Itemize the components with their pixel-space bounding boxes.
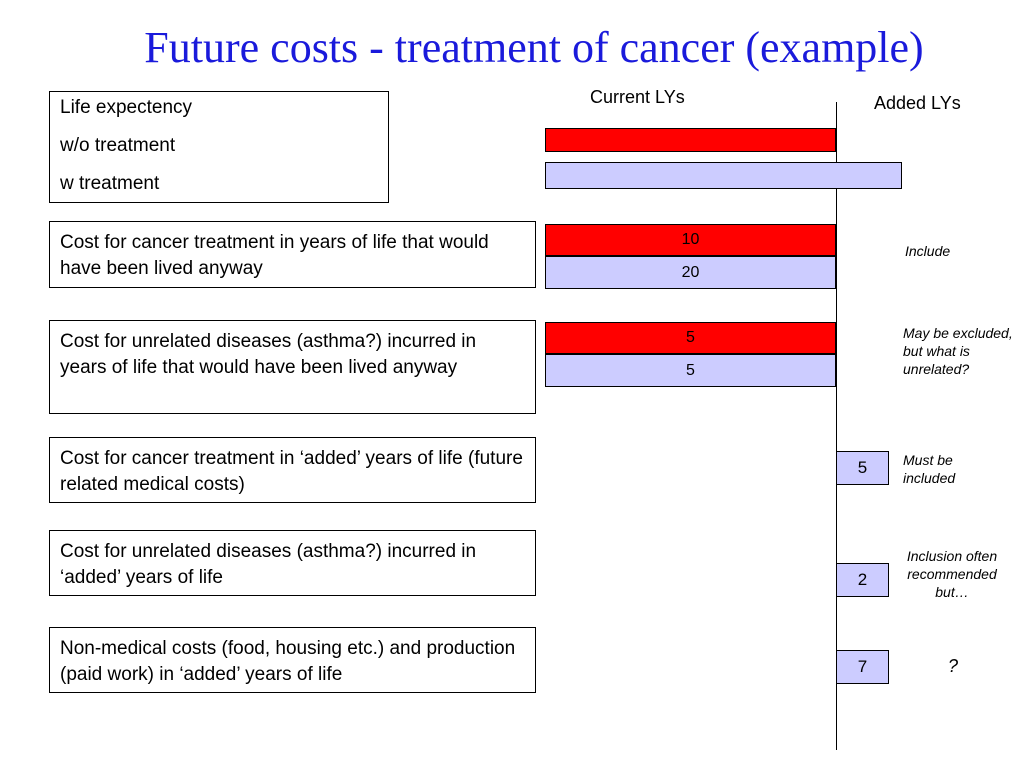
life-expectancy-box: Life expectency w/o treatment w treatmen… [49, 91, 389, 203]
life-expectancy-label: Life expectency [60, 97, 193, 118]
row-label: Cost for unrelated diseases (asthma?) in… [60, 541, 477, 588]
row-box-cancer-treatment-anyway: Cost for cancer treatment in years of li… [49, 221, 536, 288]
with-treatment-label: w treatment [60, 173, 160, 194]
row-note: Include [905, 243, 951, 259]
row-box-non-medical-added: Non-medical costs (food, housing etc.) a… [49, 627, 536, 693]
added-bar: 2 [836, 563, 889, 597]
row-box-cancer-treatment-added: Cost for cancer treatment in ‘added’ yea… [49, 437, 536, 503]
current-red-bar: 5 [545, 322, 836, 354]
row-label: Cost for cancer treatment in ‘added’ yea… [60, 448, 523, 495]
divider-line [836, 102, 837, 750]
row-note: ? [948, 656, 959, 676]
row-note: Must be included [903, 452, 956, 486]
row-box-unrelated-added: Cost for unrelated diseases (asthma?) in… [49, 530, 536, 596]
life-without-treatment-bar [545, 128, 836, 152]
row-note: Inclusion often recommended but… [906, 548, 998, 600]
added-bar: 7 [836, 650, 889, 684]
current-lys-header: Current LYs [590, 87, 685, 107]
row-note: May be excluded, but what is unrelated? [903, 325, 1013, 377]
added-bar: 5 [836, 451, 889, 485]
current-red-bar: 10 [545, 224, 836, 256]
current-lavender-bar: 5 [545, 354, 836, 387]
without-treatment-label: w/o treatment [60, 135, 176, 156]
life-with-treatment-bar [545, 162, 902, 189]
current-lavender-bar: 20 [545, 256, 836, 289]
added-lys-header: Added LYs [874, 93, 961, 113]
row-label: Cost for cancer treatment in years of li… [60, 232, 489, 279]
row-label: Non-medical costs (food, housing etc.) a… [60, 638, 516, 685]
page-title: Future costs - treatment of cancer (exam… [144, 23, 924, 72]
row-label: Cost for unrelated diseases (asthma?) in… [60, 331, 477, 378]
row-box-unrelated-anyway: Cost for unrelated diseases (asthma?) in… [49, 320, 536, 414]
